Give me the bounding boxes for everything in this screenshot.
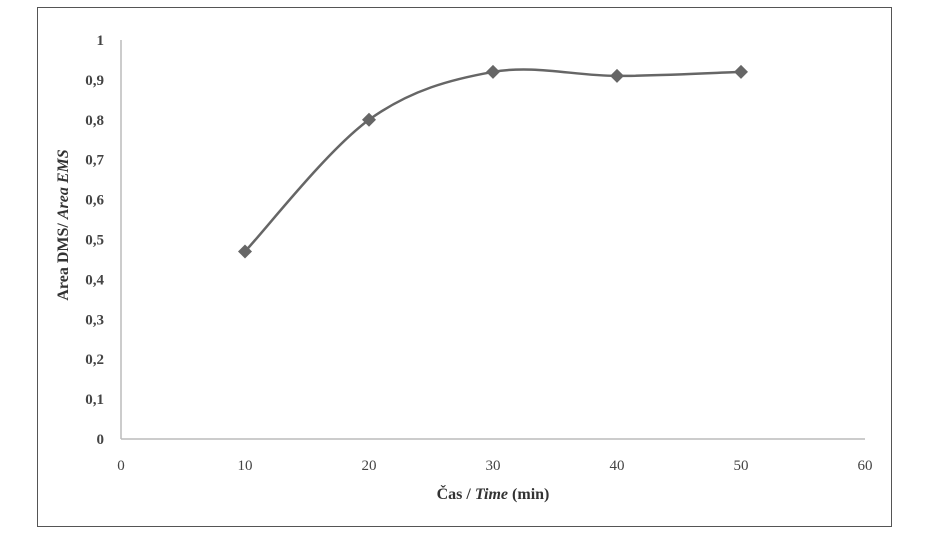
x-tick-label: 0	[117, 458, 125, 474]
y-tick-label: 0,9	[85, 73, 104, 89]
x-tick-label: 50	[734, 458, 749, 474]
y-tick-label: 0,6	[85, 193, 104, 209]
y-tick-label: 0	[97, 432, 105, 448]
y-tick-label: 0,5	[85, 233, 104, 249]
series-line	[244, 68, 742, 253]
chart-frame	[37, 7, 892, 527]
y-tick-label: 1	[97, 33, 105, 49]
y-tick-label: 0,7	[85, 153, 104, 169]
y-tick-label: 0,1	[85, 392, 104, 408]
data-point-marker	[610, 68, 624, 83]
y-tick-label: 0,2	[85, 352, 104, 368]
axes	[120, 40, 865, 440]
data-point-marker	[238, 244, 252, 259]
x-tick-label: 10	[238, 458, 253, 474]
y-axis-label: Area DMS/ Area EMS	[55, 149, 72, 300]
y-tick-label: 0,3	[85, 312, 104, 328]
x-tick-label: 20	[362, 458, 377, 474]
x-tick-label: 60	[858, 458, 873, 474]
x-tick-label: 40	[610, 458, 625, 474]
y-tick-label: 0,4	[85, 272, 104, 288]
x-tick-label: 30	[486, 458, 501, 474]
data-point-marker	[486, 64, 500, 79]
data-point-marker	[734, 64, 748, 79]
data-point-marker	[362, 112, 376, 127]
y-tick-label: 0,8	[85, 113, 104, 129]
x-axis-label: Čas / Time (min)	[437, 484, 550, 503]
